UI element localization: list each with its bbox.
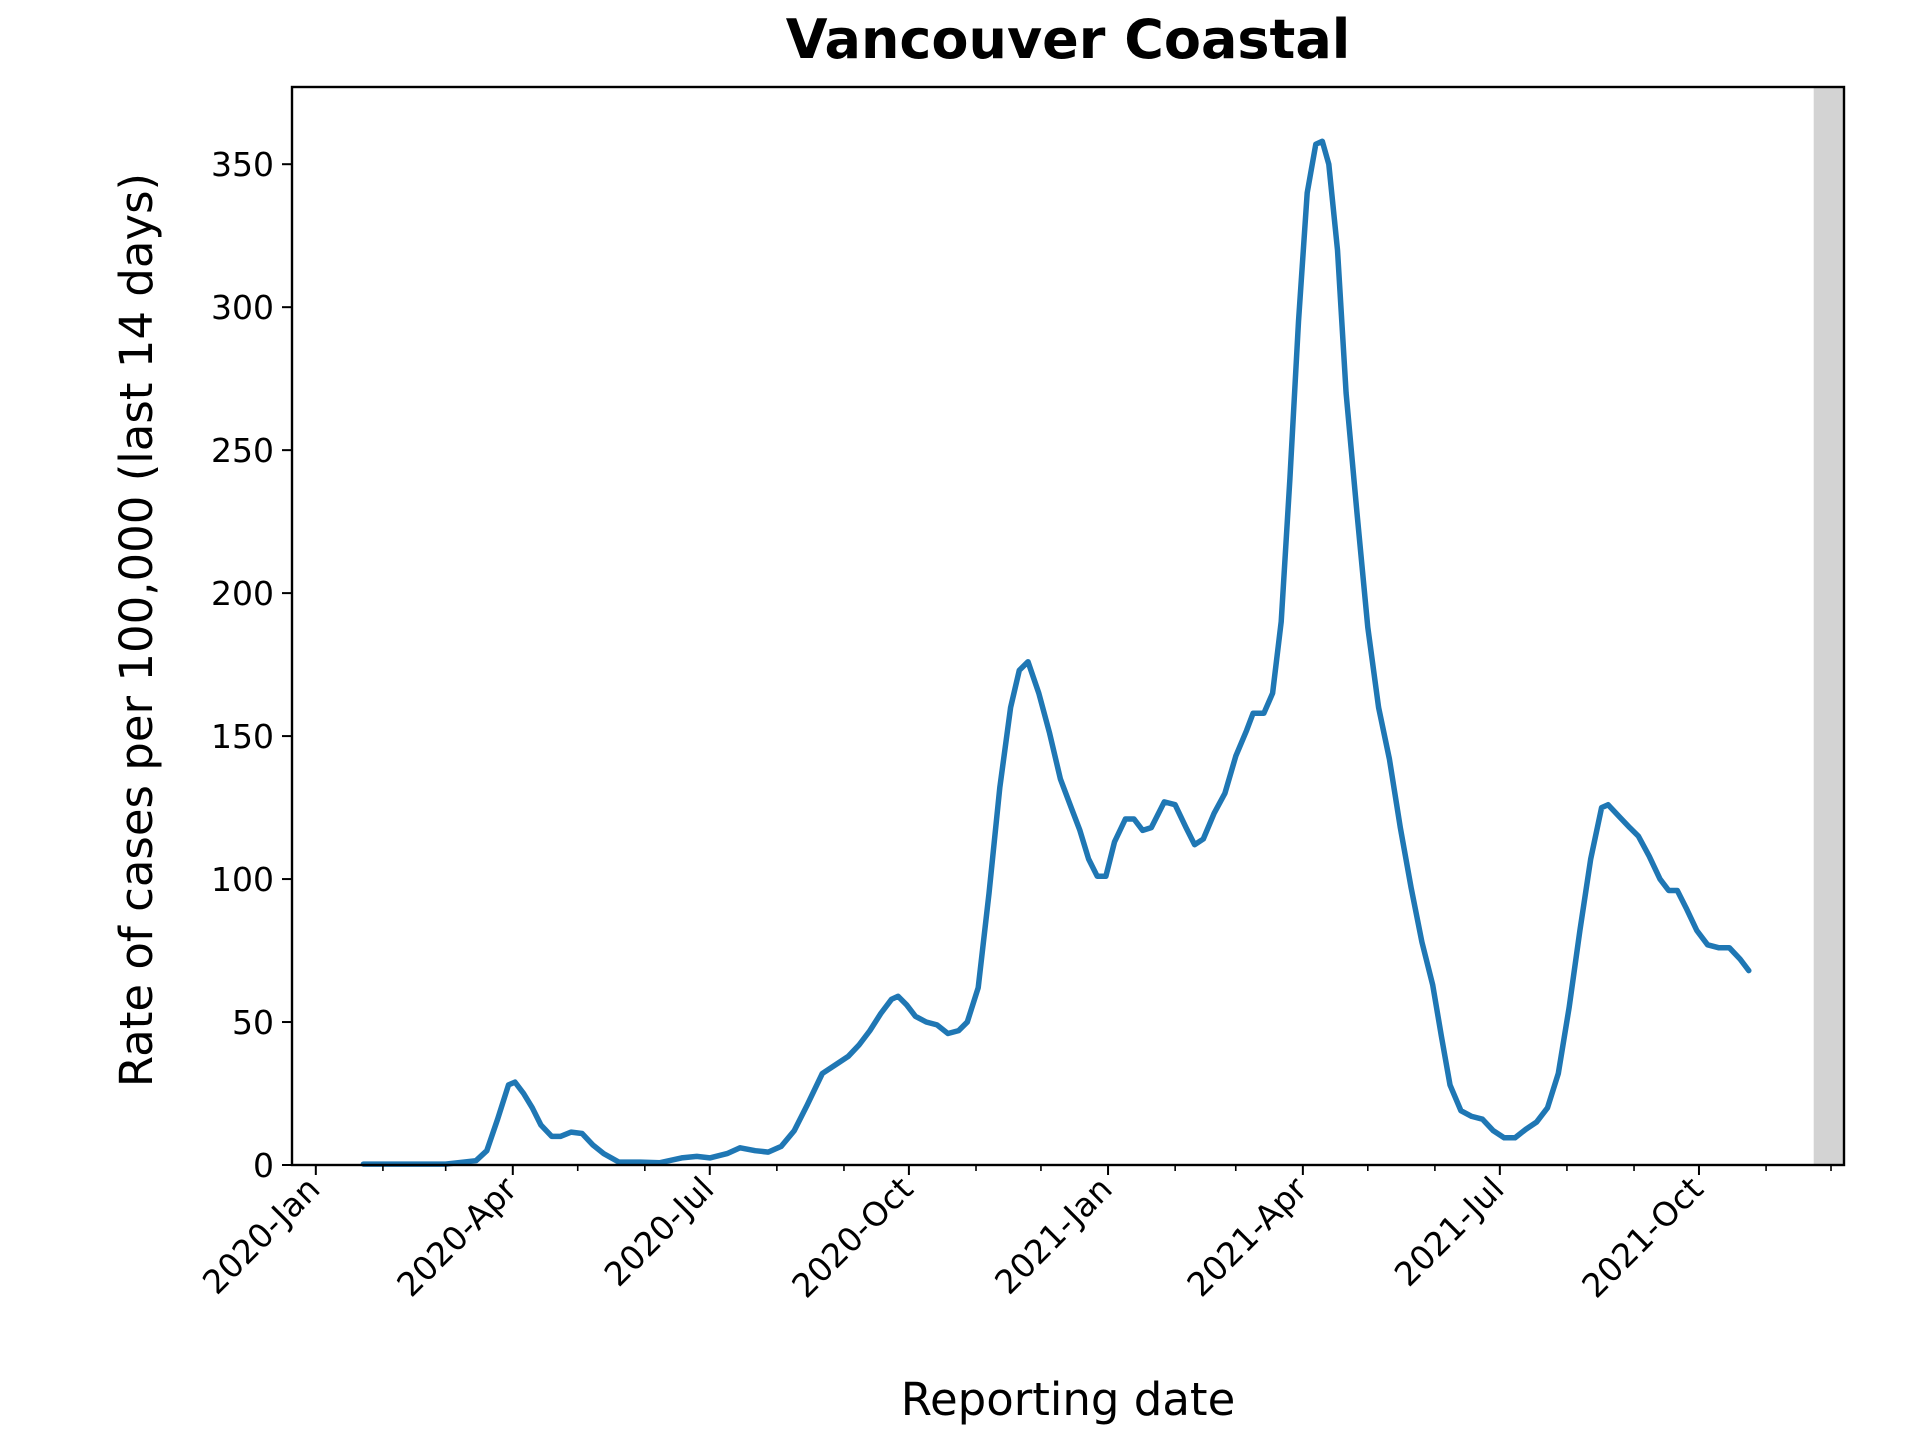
y-tick-label: 100 (211, 860, 274, 899)
y-axis-label: Rate of cases per 100,000 (last 14 days) (110, 173, 163, 1087)
y-tick-label: 350 (211, 145, 274, 184)
y-tick-label: 0 (253, 1146, 274, 1185)
y-tick-label: 250 (211, 431, 274, 470)
shaded-region-layer (1813, 87, 1844, 1165)
y-tick-label: 300 (211, 288, 274, 327)
chart-title: Vancouver Coastal (786, 8, 1351, 71)
plot-frame (290, 85, 1846, 1167)
series-layer (360, 138, 1752, 1167)
shaded-region (1813, 87, 1844, 1165)
y-tick-label: 150 (211, 717, 274, 756)
y-axis-ticks: 0 50 100 150 200 250 300 350 (211, 145, 292, 1185)
y-tick-label: 50 (232, 1003, 274, 1042)
y-tick-label: 200 (211, 574, 274, 613)
series-line (360, 138, 1752, 1167)
x-axis-label: Reporting date (901, 1373, 1236, 1426)
